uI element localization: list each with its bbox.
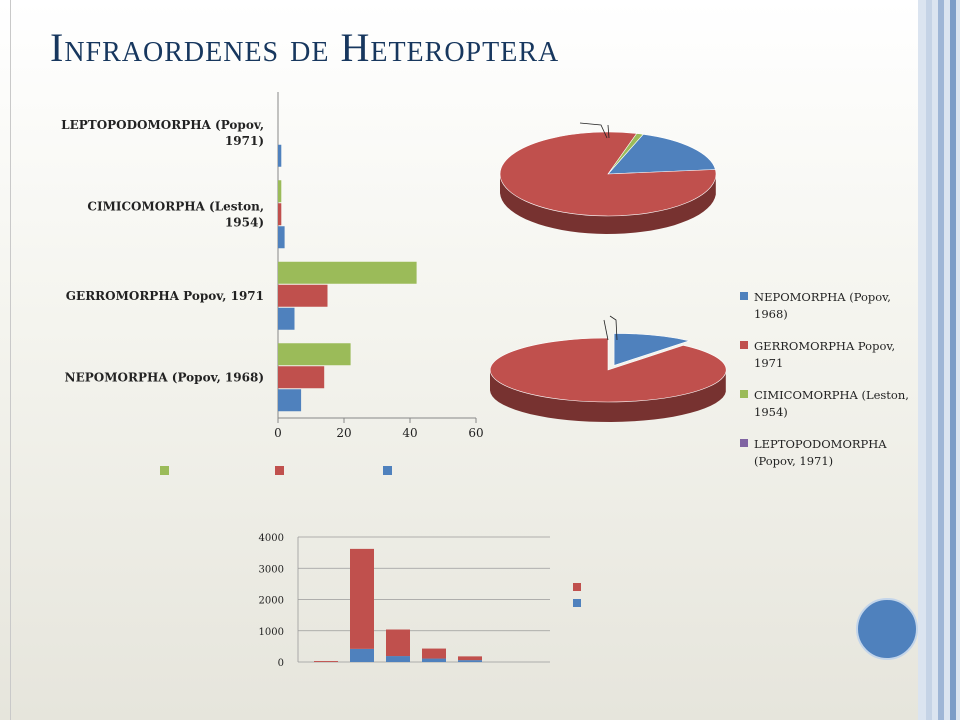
bar-no-frascas xyxy=(386,656,410,662)
decorative-circle xyxy=(856,598,918,660)
y-tick-label: 1000 xyxy=(259,627,284,638)
category-label: GERROMORPHA Popov, 1971 xyxy=(66,289,264,303)
legend-label: NEPOMORPHA (Popov, 1968) xyxy=(754,290,891,321)
bar-no-ind xyxy=(458,656,482,661)
pie-slice xyxy=(607,133,644,175)
y-tick-label: 0 xyxy=(278,658,284,669)
x-tick-label: 40 xyxy=(402,426,417,440)
legend-swatch xyxy=(740,292,748,300)
bar-generos xyxy=(278,284,328,307)
legend-swatch xyxy=(573,583,581,591)
legend-swatch xyxy=(275,466,284,475)
leader-line xyxy=(607,124,610,139)
legend-swatch xyxy=(383,466,392,475)
bar-no-ind xyxy=(422,648,446,659)
slide-title: Infraordenes de Heteroptera xyxy=(50,25,560,70)
bar-no-frascas xyxy=(422,658,446,662)
leader-line xyxy=(603,319,609,341)
y-tick-label: 4000 xyxy=(259,533,284,544)
leader-line xyxy=(579,122,608,139)
pie-slice xyxy=(607,133,716,175)
bar-generos xyxy=(278,366,325,389)
legend-label: GERROMORPHA Popov, 1971 xyxy=(754,339,895,370)
category-label: LEPTOPODOMORPHA (Popov, 1971) xyxy=(61,118,264,148)
pie-slice-side xyxy=(500,175,716,234)
x-tick-label: 20 xyxy=(336,426,351,440)
bar-no-ind xyxy=(386,629,410,657)
bar-especies xyxy=(278,180,282,203)
category-label: NEPOMORPHA (Popov, 1968) xyxy=(65,370,264,384)
bar-familias xyxy=(278,226,285,249)
legend-label: CIMICOMORPHA (Leston, 1954) xyxy=(754,388,908,419)
pie-slice xyxy=(489,337,727,403)
bar-generos xyxy=(278,203,282,226)
bar-familias xyxy=(278,307,295,330)
bar-no-frascas xyxy=(350,648,374,662)
infraorder-bar-chart: NEPOMORPHA (Popov, 1968) GERROMORPHA Popo… xyxy=(61,92,484,475)
y-tick-label: 3000 xyxy=(259,564,284,575)
year-bar-chart: 0 1000 2000 3000 4000 xyxy=(259,533,581,669)
frascas-pie-chart xyxy=(499,122,717,234)
legend-swatch xyxy=(740,341,748,349)
bar-especies xyxy=(278,343,351,366)
x-tick-label: 0 xyxy=(274,426,282,440)
bar-no-ind xyxy=(350,548,374,649)
pie-legend: NEPOMORPHA (Popov, 1968) GERROMORPHA Popov… xyxy=(740,290,908,468)
bar-familias xyxy=(278,144,282,167)
decorative-stripes xyxy=(918,0,960,720)
legend-swatch xyxy=(740,439,748,447)
bar-no-frascas xyxy=(458,660,482,662)
bar-no-ind xyxy=(314,661,338,662)
category-label: CIMICOMORPHA (Leston, 1954) xyxy=(87,199,264,229)
legend-label: LEPTOPODOMORPHA (Popov, 1971) xyxy=(754,437,887,468)
bar-especies xyxy=(278,261,417,284)
x-tick-label: 60 xyxy=(468,426,483,440)
legend-swatch xyxy=(740,390,748,398)
y-tick-label: 2000 xyxy=(259,596,284,607)
leader-line xyxy=(609,315,618,341)
ind-pie-chart xyxy=(489,315,727,422)
bar-familias xyxy=(278,389,302,412)
legend-swatch xyxy=(160,466,169,475)
legend-swatch xyxy=(573,599,581,607)
pie-slice-side xyxy=(490,370,726,422)
